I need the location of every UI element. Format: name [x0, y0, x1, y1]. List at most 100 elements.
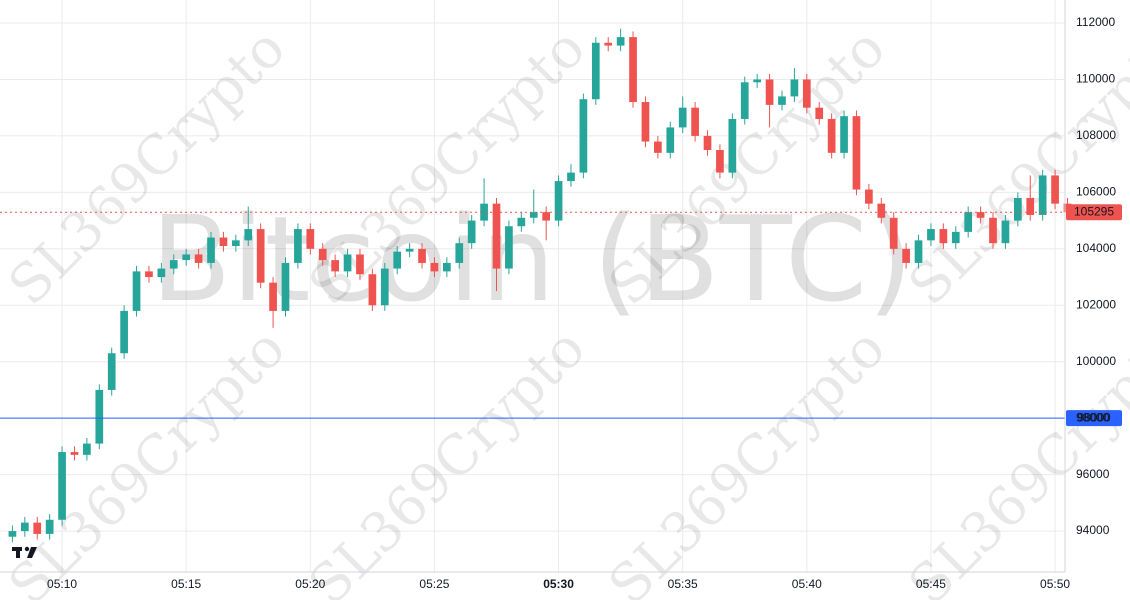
y-tick-label: 98000 [1076, 410, 1110, 424]
candle-body [927, 229, 935, 241]
candle-body [1001, 220, 1010, 244]
candle-body [840, 116, 848, 153]
x-tick-label: 05:20 [295, 577, 325, 591]
candle-body [616, 37, 625, 46]
candle-body [716, 150, 724, 173]
y-tick-label: 100000 [1076, 354, 1116, 368]
candle-body [83, 443, 91, 455]
candle-body [20, 522, 29, 532]
candle-body [169, 260, 178, 269]
price-label: 105295 [1074, 204, 1114, 218]
candle-body [107, 353, 116, 390]
candle-body [802, 79, 811, 108]
watermark-text: SL369Crypto [296, 316, 597, 600]
candle-body [256, 229, 265, 283]
candle-body [641, 102, 650, 142]
candle-body [480, 203, 488, 221]
candle-body [691, 107, 699, 136]
y-tick-label: 110000 [1076, 72, 1115, 86]
candle-body [95, 389, 104, 444]
candle-body [393, 251, 402, 269]
candle-body [306, 229, 315, 249]
candle-body [827, 118, 836, 153]
candle-body [269, 282, 277, 311]
candle-body [145, 271, 153, 278]
candle-body [356, 254, 364, 275]
candles [8, 28, 1072, 543]
candle-body [132, 271, 141, 311]
x-tick-label: 05:40 [792, 577, 822, 591]
y-tick-label: 106000 [1076, 185, 1116, 199]
candle-body [889, 217, 898, 249]
candle-body [939, 229, 948, 244]
candle-body [492, 203, 501, 269]
candle-body [380, 268, 389, 306]
overlays: 105295 98000 [0, 204, 1122, 427]
candle-body [902, 248, 910, 263]
candle-body [231, 240, 240, 246]
x-tick-label: 05:35 [668, 577, 698, 591]
candle-body [529, 212, 538, 218]
candle-body [505, 226, 513, 269]
candle-body [455, 243, 464, 263]
y-tick-label: 104000 [1076, 241, 1116, 255]
candle-body [591, 42, 600, 100]
grid [0, 0, 1065, 572]
symbol-watermark: Bitcoin (BTC) [151, 190, 914, 328]
candle-body [877, 203, 886, 218]
candle-body [654, 141, 662, 153]
candle-body [45, 519, 54, 534]
y-tick-label: 94000 [1076, 523, 1110, 537]
candle-body [294, 229, 302, 263]
candle-body [368, 274, 377, 306]
candle-body [207, 237, 215, 263]
candle-body [405, 248, 414, 252]
candle-body [542, 212, 551, 221]
watermark-text: SL369Crypto [0, 316, 297, 600]
candle-body [865, 189, 873, 204]
tradingview-logo [12, 546, 37, 558]
candle-body [244, 229, 253, 241]
candle-body [790, 79, 799, 97]
candle-body [517, 217, 526, 227]
candle-body [331, 260, 339, 272]
watermark-text: SL369Crypto [896, 16, 1130, 317]
candle-body [964, 212, 973, 232]
candle-body [629, 37, 637, 103]
candle-body [8, 531, 17, 537]
candle-body [467, 220, 476, 244]
x-tick-label: 05:50 [1040, 577, 1070, 591]
candle-body [318, 248, 327, 261]
candle-body [1013, 198, 1022, 221]
candle-body [765, 79, 774, 105]
candle-body [740, 82, 749, 119]
candle-body [120, 310, 128, 354]
y-tick-label: 102000 [1076, 297, 1116, 311]
candle-body [666, 127, 675, 153]
candle-body [579, 99, 588, 173]
candle-body [70, 452, 79, 455]
candle-body [58, 452, 66, 520]
candle-body [567, 172, 575, 182]
candle-body [753, 79, 762, 83]
candle-body [418, 248, 426, 263]
candle-body [1051, 175, 1059, 204]
candle-body [281, 262, 290, 311]
candle-body [951, 231, 960, 244]
x-tick-label: 05:45 [916, 577, 946, 591]
candle-body [604, 42, 613, 46]
candle-body [443, 262, 451, 272]
candle-body [703, 135, 712, 151]
y-tick-label: 96000 [1076, 467, 1110, 481]
candle-body [194, 254, 203, 263]
watermark-text: SL369Crypto [596, 316, 897, 600]
candle-body [33, 522, 42, 534]
candle-body [1026, 198, 1035, 215]
candle-body [778, 96, 786, 105]
candle-body [989, 217, 997, 244]
x-tick-label: 05:10 [47, 577, 77, 591]
price-label-bg [1066, 410, 1122, 427]
candle-body [157, 268, 166, 278]
candle-body [182, 254, 191, 261]
